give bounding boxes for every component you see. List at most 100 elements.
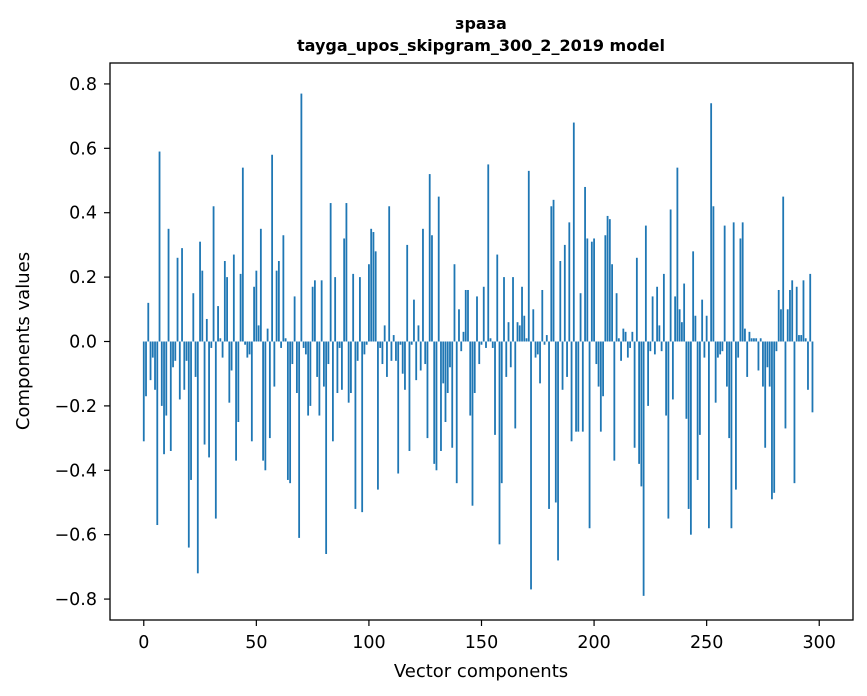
- bar-component-3: [149, 341, 152, 381]
- bar-component-16: [178, 341, 181, 400]
- bar-component-178: [543, 341, 546, 345]
- bar-component-125: [424, 341, 427, 365]
- bar-component-10: [165, 341, 168, 416]
- bar-component-80: [322, 341, 325, 387]
- bar-component-244: [692, 251, 695, 342]
- bar-component-271: [753, 338, 755, 342]
- bar-component-255: [717, 341, 719, 358]
- y-tick-label: −0.6: [55, 526, 98, 546]
- bar-component-79: [320, 280, 323, 342]
- bar-component-0: [142, 341, 145, 442]
- bar-component-275: [762, 341, 764, 387]
- bar-component-51: [257, 325, 260, 342]
- bar-component-216: [629, 341, 631, 348]
- bar-component-108: [386, 341, 388, 377]
- bar-component-240: [683, 283, 686, 342]
- bar-component-214: [624, 331, 627, 342]
- bar-component-200: [593, 238, 595, 342]
- bar-component-239: [680, 322, 683, 342]
- bar-component-121: [415, 341, 418, 381]
- bar-component-215: [626, 341, 629, 358]
- bar-component-118: [408, 341, 411, 451]
- bar-component-128: [431, 235, 433, 342]
- bar-component-235: [671, 341, 674, 400]
- bar-component-131: [437, 196, 440, 342]
- bar-component-155: [491, 341, 494, 348]
- bar-component-41: [235, 341, 237, 461]
- y-tick-label: 0.0: [69, 333, 97, 353]
- y-axis-label: Components values: [13, 252, 34, 430]
- x-tick-label: 150: [465, 633, 498, 653]
- bar-component-273: [757, 341, 760, 371]
- bar-component-133: [442, 341, 445, 384]
- bar-component-13: [172, 341, 174, 368]
- bar-component-253: [712, 206, 715, 342]
- bar-component-82: [327, 341, 330, 365]
- bar-component-42: [237, 341, 240, 422]
- bar-component-167: [518, 325, 521, 342]
- bar-component-293: [802, 280, 805, 342]
- bar-component-186: [561, 341, 564, 390]
- bar-component-53: [262, 341, 264, 461]
- bar-component-77: [316, 341, 319, 377]
- bar-component-171: [527, 170, 530, 342]
- bar-component-21: [190, 341, 192, 480]
- bar-component-279: [771, 341, 773, 500]
- bar-component-52: [259, 228, 262, 342]
- bar-component-9: [163, 341, 165, 455]
- bar-component-39: [230, 341, 233, 371]
- bar-component-34: [219, 338, 222, 342]
- bar-component-86: [336, 341, 339, 394]
- bar-component-62: [282, 235, 285, 342]
- bar-component-12: [169, 341, 172, 451]
- bar-component-139: [455, 341, 458, 484]
- bar-component-252: [710, 103, 713, 342]
- bar-component-289: [793, 341, 796, 484]
- bar-component-172: [530, 341, 532, 590]
- bar-component-120: [413, 299, 415, 342]
- bar-component-35: [221, 341, 224, 358]
- bar-component-45: [244, 341, 246, 345]
- bar-component-136: [449, 341, 451, 368]
- bar-component-1: [145, 341, 147, 397]
- bar-component-148: [476, 296, 478, 342]
- bar-component-277: [766, 341, 769, 368]
- bar-component-189: [568, 222, 571, 342]
- y-tick-label: −0.2: [55, 397, 98, 417]
- bar-component-209: [613, 341, 616, 461]
- bar-component-114: [399, 341, 402, 345]
- bar-component-295: [807, 341, 809, 390]
- bar-component-197: [586, 238, 589, 342]
- bar-component-290: [795, 286, 798, 342]
- bar-component-158: [498, 341, 501, 545]
- bar-component-31: [212, 206, 215, 342]
- bar-component-8: [160, 341, 163, 406]
- bar-component-280: [773, 341, 776, 493]
- bar-component-122: [417, 325, 420, 342]
- bar-component-191: [572, 122, 575, 342]
- bar-component-238: [678, 309, 681, 342]
- bar-component-109: [388, 206, 391, 342]
- bar-component-228: [656, 286, 659, 342]
- bar-component-59: [275, 270, 278, 342]
- bar-component-56: [268, 341, 271, 439]
- bar-component-274: [759, 338, 762, 342]
- bar-component-242: [687, 341, 690, 509]
- x-axis-ticks: 0 50 100 150 200 250 300: [138, 620, 836, 653]
- bar-component-138: [453, 264, 456, 342]
- bar-component-67: [293, 296, 296, 342]
- bar-component-192: [575, 341, 577, 432]
- bar-component-233: [667, 341, 670, 519]
- bar-component-7: [158, 151, 161, 342]
- bar-component-33: [217, 306, 219, 342]
- bar-component-249: [703, 341, 706, 358]
- bar-component-169: [523, 315, 526, 342]
- bar-component-100: [368, 264, 370, 342]
- plot-frame: [109, 62, 854, 621]
- bar-component-142: [462, 331, 465, 342]
- bar-component-225: [649, 341, 652, 352]
- bar-component-194: [579, 293, 582, 342]
- bar-component-218: [633, 341, 636, 448]
- bar-component-283: [780, 309, 782, 342]
- bar-component-285: [784, 341, 787, 429]
